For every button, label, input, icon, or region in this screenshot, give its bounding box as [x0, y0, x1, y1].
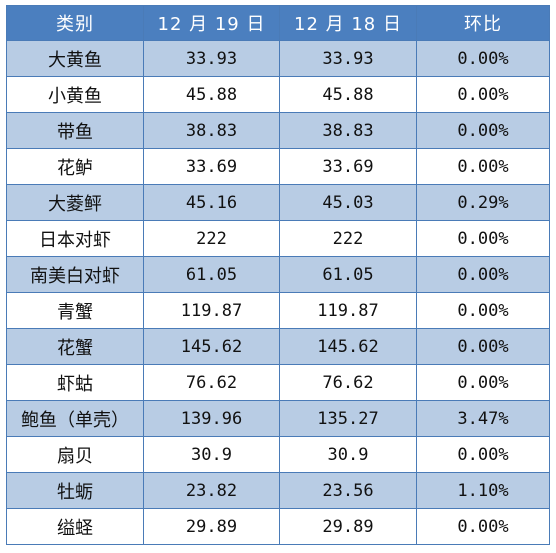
- cell-category: 小黄鱼: [6, 76, 144, 113]
- cell-category: 青蟹: [6, 292, 144, 329]
- cell-change: 0.00%: [416, 220, 550, 257]
- cell-category: 日本对虾: [6, 220, 144, 257]
- cell-dec19: 33.93: [143, 40, 280, 77]
- table-row: 大黄鱼 33.93 33.93 0.00%: [6, 40, 550, 77]
- cell-change: 0.00%: [416, 148, 550, 185]
- cell-dec18: 119.87: [279, 292, 417, 329]
- cell-dec18: 135.27: [279, 400, 417, 437]
- cell-dec19: 33.69: [143, 148, 280, 185]
- header-dec19: 12 月 19 日: [143, 5, 280, 41]
- table-row: 牡蛎 23.82 23.56 1.10%: [6, 472, 550, 509]
- header-dec18: 12 月 18 日: [279, 5, 417, 41]
- table-row: 花蟹 145.62 145.62 0.00%: [6, 328, 550, 365]
- cell-dec18: 222: [279, 220, 417, 257]
- cell-change: 0.00%: [416, 508, 550, 545]
- cell-dec18: 33.69: [279, 148, 417, 185]
- price-table-container: 类别 12 月 19 日 12 月 18 日 环比 大黄鱼 33.93 33.93 0…: [6, 5, 550, 545]
- cell-category: 花鲈: [6, 148, 144, 185]
- table-body: 大黄鱼 33.93 33.93 0.00% 小黄鱼 45.88 45.88 0.00% 带鱼 38…: [6, 40, 550, 545]
- cell-dec18: 145.62: [279, 328, 417, 365]
- table-row: 日本对虾 222 222 0.00%: [6, 220, 550, 257]
- cell-dec18: 29.89: [279, 508, 417, 545]
- cell-dec19: 139.96: [143, 400, 280, 437]
- cell-dec18: 30.9: [279, 436, 417, 473]
- table-row: 缢蛏 29.89 29.89 0.00%: [6, 508, 550, 545]
- cell-dec19: 30.9: [143, 436, 280, 473]
- cell-dec19: 29.89: [143, 508, 280, 545]
- table-row: 青蟹 119.87 119.87 0.00%: [6, 292, 550, 329]
- cell-dec18: 76.62: [279, 364, 417, 401]
- cell-change: 0.00%: [416, 40, 550, 77]
- table-row: 带鱼 38.83 38.83 0.00%: [6, 112, 550, 149]
- cell-dec19: 145.62: [143, 328, 280, 365]
- cell-dec18: 45.88: [279, 76, 417, 113]
- table-row: 小黄鱼 45.88 45.88 0.00%: [6, 76, 550, 113]
- table-row: 南美白对虾 61.05 61.05 0.00%: [6, 256, 550, 293]
- cell-dec18: 38.83: [279, 112, 417, 149]
- cell-dec18: 33.93: [279, 40, 417, 77]
- cell-change: 0.00%: [416, 328, 550, 365]
- cell-dec19: 38.83: [143, 112, 280, 149]
- cell-dec19: 61.05: [143, 256, 280, 293]
- table-row: 鲍鱼（单壳） 139.96 135.27 3.47%: [6, 400, 550, 437]
- cell-dec19: 76.62: [143, 364, 280, 401]
- cell-category: 带鱼: [6, 112, 144, 149]
- table-row: 大菱鲆 45.16 45.03 0.29%: [6, 184, 550, 221]
- cell-change: 0.00%: [416, 76, 550, 113]
- cell-category: 鲍鱼（单壳）: [6, 400, 144, 437]
- cell-change: 0.00%: [416, 436, 550, 473]
- cell-dec18: 61.05: [279, 256, 417, 293]
- cell-dec18: 23.56: [279, 472, 417, 509]
- cell-change: 3.47%: [416, 400, 550, 437]
- cell-category: 大黄鱼: [6, 40, 144, 77]
- header-category: 类别: [6, 5, 144, 41]
- cell-dec18: 45.03: [279, 184, 417, 221]
- cell-category: 牡蛎: [6, 472, 144, 509]
- header-change: 环比: [416, 5, 550, 41]
- cell-dec19: 45.88: [143, 76, 280, 113]
- cell-change: 0.00%: [416, 292, 550, 329]
- table-row: 扇贝 30.9 30.9 0.00%: [6, 436, 550, 473]
- price-table: 类别 12 月 19 日 12 月 18 日 环比 大黄鱼 33.93 33.93 0…: [6, 5, 550, 545]
- cell-dec19: 119.87: [143, 292, 280, 329]
- cell-change: 1.10%: [416, 472, 550, 509]
- table-row: 虾蛄 76.62 76.62 0.00%: [6, 364, 550, 401]
- cell-category: 虾蛄: [6, 364, 144, 401]
- cell-change: 0.00%: [416, 256, 550, 293]
- cell-change: 0.00%: [416, 112, 550, 149]
- table-row: 花鲈 33.69 33.69 0.00%: [6, 148, 550, 185]
- cell-category: 大菱鲆: [6, 184, 144, 221]
- cell-dec19: 45.16: [143, 184, 280, 221]
- cell-change: 0.29%: [416, 184, 550, 221]
- cell-category: 花蟹: [6, 328, 144, 365]
- cell-dec19: 222: [143, 220, 280, 257]
- cell-category: 南美白对虾: [6, 256, 144, 293]
- table-header-row: 类别 12 月 19 日 12 月 18 日 环比: [6, 5, 550, 41]
- cell-category: 缢蛏: [6, 508, 144, 545]
- cell-change: 0.00%: [416, 364, 550, 401]
- cell-category: 扇贝: [6, 436, 144, 473]
- cell-dec19: 23.82: [143, 472, 280, 509]
